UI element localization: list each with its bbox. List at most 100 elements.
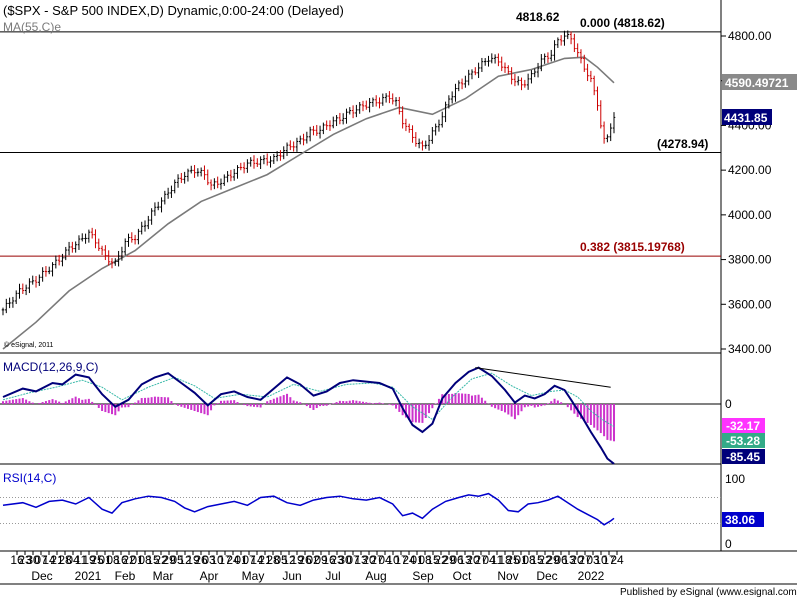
x-month-label: Mar bbox=[153, 569, 174, 583]
ma-55-line-group bbox=[2, 56, 615, 350]
rsi-tick-100: 100 bbox=[725, 472, 745, 486]
x-month-label: Feb bbox=[115, 569, 136, 583]
x-day-label: 02 bbox=[306, 553, 320, 567]
x-day-label: 04 bbox=[66, 553, 80, 567]
x-day-label: 23 bbox=[330, 553, 344, 567]
x-day-label: 30 bbox=[338, 553, 352, 567]
x-day-label: 08 bbox=[522, 553, 536, 567]
hist-tag-bg bbox=[722, 433, 765, 448]
x-day-label: 09 bbox=[314, 553, 328, 567]
x-day-label: 07 bbox=[34, 553, 48, 567]
x-day-label: 04 bbox=[482, 553, 496, 567]
macd-lines-group bbox=[2, 366, 615, 465]
x-day-label: 01 bbox=[98, 553, 112, 567]
x-day-label: 03 bbox=[202, 553, 216, 567]
x-day-label: 20 bbox=[466, 553, 480, 567]
fib382-label: 0.382 (3815.19768) bbox=[580, 240, 685, 254]
last-price-tag-bg bbox=[722, 109, 772, 125]
x-month-label: Nov bbox=[497, 569, 518, 583]
x-day-label: 24 bbox=[226, 553, 240, 567]
x-day-label: 01 bbox=[130, 553, 144, 567]
x-day-label: 10 bbox=[594, 553, 608, 567]
x-day-label: 20 bbox=[362, 553, 376, 567]
x-day-label: 17 bbox=[602, 553, 616, 567]
x-day-label: 15 bbox=[530, 553, 544, 567]
x-day-label: 11 bbox=[491, 553, 504, 567]
x-day-label: 25 bbox=[506, 553, 520, 567]
x-day-label: 27 bbox=[578, 553, 592, 567]
x-day-label: 07 bbox=[242, 553, 256, 567]
price-tick-label: 3800.00 bbox=[728, 253, 772, 267]
ma-55-line bbox=[2, 56, 615, 350]
x-day-label: 27 bbox=[474, 553, 488, 567]
rsi-lines-group bbox=[0, 492, 721, 526]
x-day-label: 13 bbox=[562, 553, 576, 567]
x-day-label: 22 bbox=[538, 553, 552, 567]
x-day-label: 14 bbox=[250, 553, 264, 567]
x-month-label: Oct bbox=[453, 569, 472, 583]
rsi-line bbox=[2, 492, 615, 526]
x-day-label: 04 bbox=[378, 553, 392, 567]
price-tick-label: 4800.00 bbox=[728, 29, 772, 43]
x-day-label: 13 bbox=[458, 553, 472, 567]
x-day-label: 01 bbox=[410, 553, 424, 567]
x-day-label: 22 bbox=[122, 553, 136, 567]
x-day-label: 16 bbox=[114, 553, 128, 567]
rsi-tick-0: 0 bbox=[725, 537, 732, 551]
x-day-label: 11 bbox=[75, 553, 88, 567]
x-day-label: 05 bbox=[274, 553, 288, 567]
x-day-label: 17 bbox=[394, 553, 408, 567]
x-day-label: 21 bbox=[258, 553, 272, 567]
x-day-label: 28 bbox=[266, 553, 280, 567]
level-lines bbox=[0, 31, 721, 257]
chart-title: ($SPX - S&P 500 INDEX,D) Dynamic,0:00-24… bbox=[3, 3, 344, 18]
macd-tag: -85.45 bbox=[726, 450, 760, 464]
x-day-label: 19 bbox=[82, 553, 96, 567]
ma-price-tag: 4590.49721 bbox=[725, 76, 789, 90]
x-day-label: 29 bbox=[162, 553, 176, 567]
x-day-label: 15 bbox=[146, 553, 160, 567]
x-month-label: 2021 bbox=[75, 569, 102, 583]
price-tick-label: 4000.00 bbox=[728, 208, 772, 222]
x-day-label: 12 bbox=[282, 553, 296, 567]
x-day-label: 16 bbox=[10, 553, 24, 567]
x-day-label: 08 bbox=[106, 553, 120, 567]
x-day-label: 30 bbox=[26, 553, 40, 567]
signal-tag: -32.17 bbox=[726, 419, 760, 433]
x-month-label: Jul bbox=[325, 569, 340, 583]
macd-line bbox=[2, 366, 615, 465]
x-axis-labels: 1623300714212804111925010816220108152229… bbox=[10, 551, 624, 583]
x-day-label: 06 bbox=[554, 553, 568, 567]
x-month-label: Dec bbox=[31, 569, 52, 583]
macd-label: MACD(12,26,9,C) bbox=[3, 360, 98, 374]
x-month-label: Aug bbox=[365, 569, 386, 583]
fib0-label: 0.000 (4818.62) bbox=[580, 16, 665, 30]
x-day-label: 27 bbox=[370, 553, 384, 567]
x-day-label: 05 bbox=[170, 553, 184, 567]
rsi-tag-bg bbox=[722, 512, 764, 527]
x-month-label: Jun bbox=[282, 569, 301, 583]
x-day-label: 29 bbox=[442, 553, 456, 567]
x-day-label: 20 bbox=[570, 553, 584, 567]
x-day-label: 08 bbox=[418, 553, 432, 567]
macd-trendline bbox=[475, 367, 611, 388]
footer-credit: Published by eSignal (www.esignal.com) bbox=[620, 587, 797, 598]
x-day-label: 22 bbox=[434, 553, 448, 567]
x-day-label: 26 bbox=[298, 553, 312, 567]
support-label: (4278.94) bbox=[657, 137, 708, 151]
macd-zero-tick: 0 bbox=[725, 397, 732, 411]
x-day-label: 19 bbox=[290, 553, 304, 567]
x-month-label: Apr bbox=[200, 569, 219, 583]
x-day-label: 22 bbox=[154, 553, 168, 567]
x-day-label: 24 bbox=[610, 553, 624, 567]
price-tick-label: 4200.00 bbox=[728, 163, 772, 177]
x-day-label: 10 bbox=[386, 553, 400, 567]
x-day-label: 07 bbox=[346, 553, 360, 567]
x-day-label: 01 bbox=[514, 553, 528, 567]
x-day-label: 01 bbox=[234, 553, 248, 567]
price-tick-label: 3600.00 bbox=[728, 297, 772, 311]
x-day-label: 10 bbox=[210, 553, 224, 567]
x-day-label: 23 bbox=[18, 553, 32, 567]
x-day-label: 19 bbox=[186, 553, 200, 567]
